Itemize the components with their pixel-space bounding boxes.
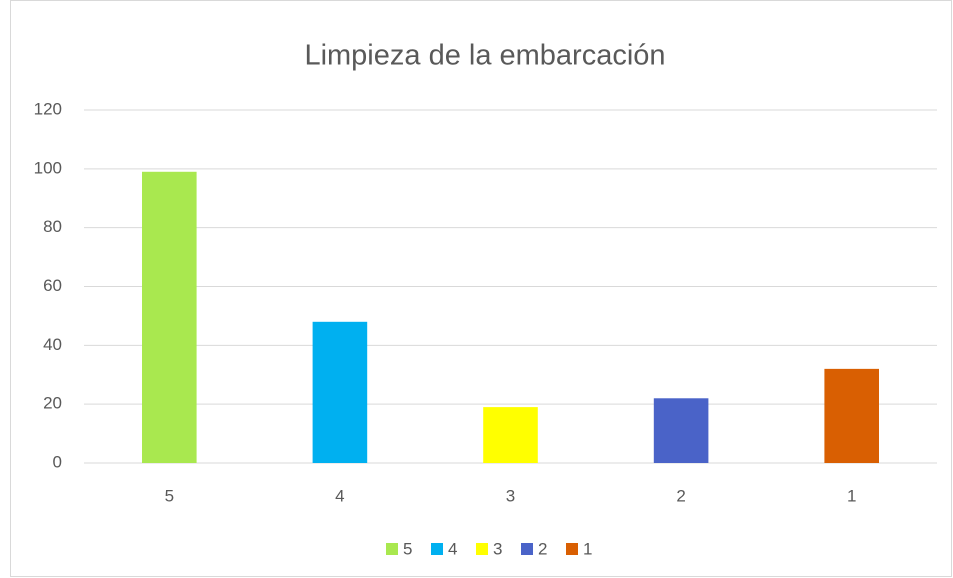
- bar: [142, 171, 197, 463]
- legend-swatch: [521, 543, 533, 555]
- legend-swatch: [386, 543, 398, 555]
- y-tick-label: 60: [43, 276, 62, 295]
- bar: [653, 398, 709, 463]
- x-tick-label: 5: [165, 486, 174, 505]
- x-tick-label: 1: [847, 486, 856, 505]
- legend-label: 2: [538, 539, 547, 558]
- y-tick-label: 120: [34, 99, 62, 118]
- legend-label: 1: [583, 539, 592, 558]
- y-tick-label: 20: [43, 394, 62, 413]
- x-tick-label: 3: [506, 486, 515, 505]
- bar: [483, 407, 538, 463]
- x-tick-label: 2: [676, 486, 685, 505]
- bar: [824, 368, 879, 463]
- legend-swatch: [566, 543, 578, 555]
- bar: [312, 321, 368, 463]
- chart-title: Limpieza de la embarcación: [304, 40, 665, 72]
- legend-label: 5: [403, 539, 412, 558]
- legend-swatch: [431, 543, 443, 555]
- y-tick-label: 0: [53, 452, 62, 471]
- legend-swatch: [476, 543, 488, 555]
- x-tick-label: 4: [335, 486, 344, 505]
- y-tick-label: 40: [43, 335, 62, 354]
- y-tick-label: 80: [43, 217, 62, 236]
- legend-label: 3: [493, 539, 502, 558]
- y-tick-label: 100: [34, 158, 62, 177]
- legend-label: 4: [448, 539, 457, 558]
